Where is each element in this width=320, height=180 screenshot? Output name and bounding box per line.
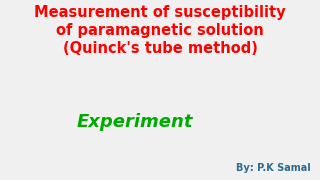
Text: Measurement of susceptibility
of paramagnetic solution
(Quinck's tube method): Measurement of susceptibility of paramag… xyxy=(34,5,286,56)
Text: By: P.K Samal: By: P.K Samal xyxy=(236,163,310,173)
Text: Experiment: Experiment xyxy=(76,113,193,131)
